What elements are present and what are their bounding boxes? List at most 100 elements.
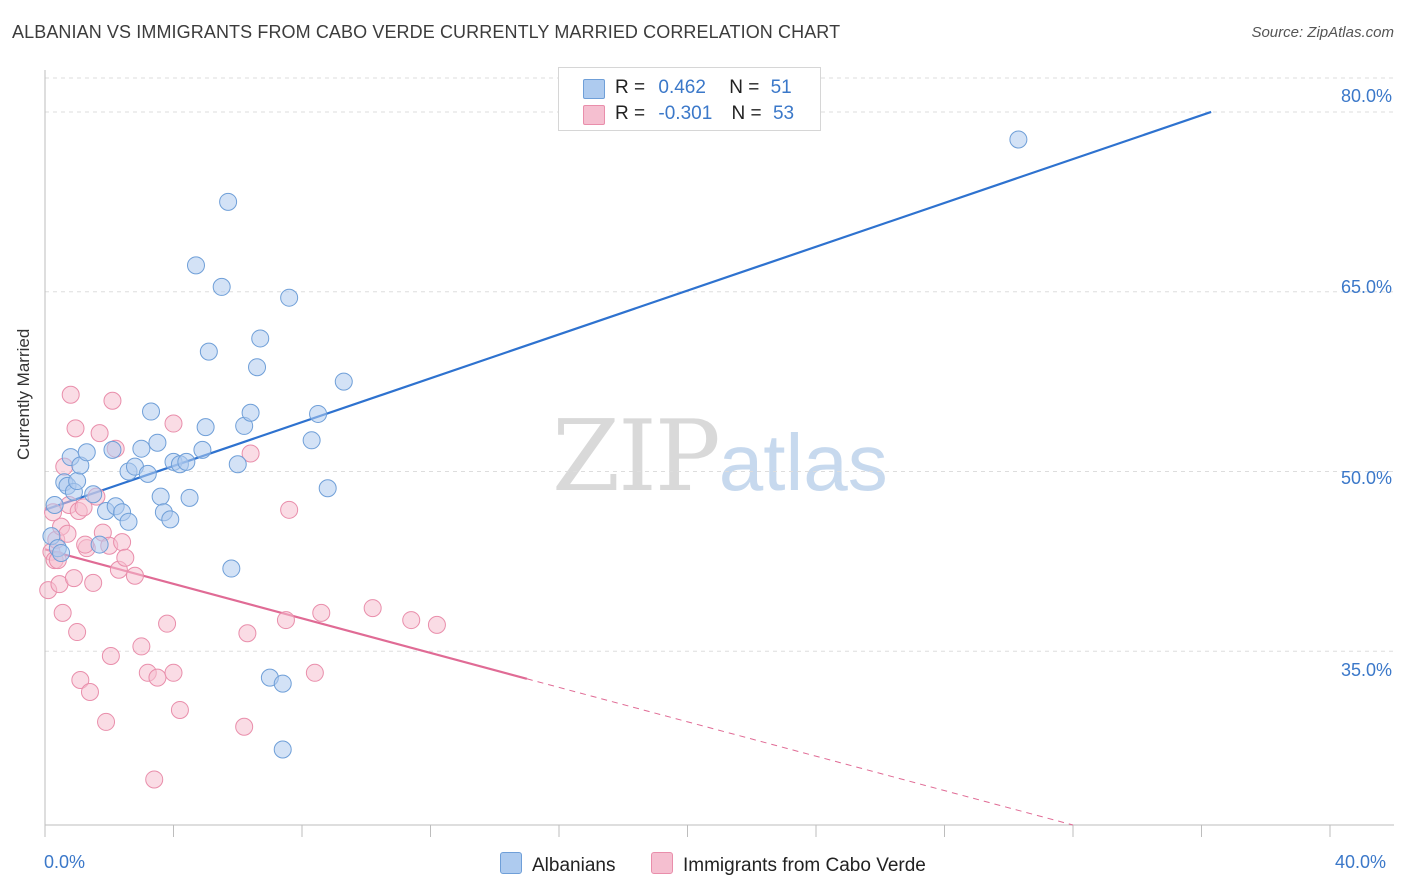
data-point-albanians [52, 543, 71, 562]
y-tick-label-80: 80.0% [1340, 86, 1392, 106]
legend-label-albanians: Albanians [532, 855, 616, 876]
data-point-albanians [273, 740, 292, 759]
data-point-albanians [222, 559, 241, 578]
legend-label-cabo-verde: Immigrants from Cabo Verde [683, 855, 926, 876]
data-point-cabo-verde [363, 599, 382, 618]
data-point-albanians [180, 488, 199, 507]
data-point-albanians [132, 439, 151, 458]
watermark-atlas: atlas [718, 418, 888, 507]
data-point-albanians [119, 512, 138, 531]
legend-item-albanians: Albanians [500, 852, 615, 877]
legend-r-value: 0.462 [658, 77, 706, 98]
data-point-cabo-verde [103, 391, 122, 410]
data-point-albanians [251, 329, 270, 348]
legend-r-label: R = [615, 77, 646, 98]
data-point-cabo-verde [170, 700, 189, 719]
legend-item-cabo-verde: Immigrants from Cabo Verde [651, 852, 926, 877]
data-point-albanians [45, 496, 64, 515]
y-tick-label-50: 50.0% [1340, 468, 1392, 488]
data-point-albanians [177, 452, 196, 471]
data-point-albanians [77, 443, 96, 462]
data-point-albanians [241, 403, 260, 422]
data-point-albanians [196, 418, 215, 437]
source-label: Source: ZipAtlas.com [1251, 24, 1394, 41]
legend-n-value: 53 [772, 103, 795, 124]
trend-line-cabo-verde-extension [526, 678, 1074, 826]
data-point-albanians [84, 485, 103, 504]
data-point-cabo-verde [116, 548, 135, 567]
x-tick-label-min: 0.0% [44, 852, 86, 872]
data-point-albanians [186, 256, 205, 275]
legend-n-label: N = [729, 77, 760, 98]
data-point-albanians [309, 404, 328, 423]
x-tick-label-max: 40.0% [1335, 852, 1387, 872]
watermark: ZIPatlas [552, 400, 888, 514]
axes [44, 70, 1394, 837]
data-point-albanians [334, 372, 353, 391]
data-point-cabo-verde [132, 637, 151, 656]
y-axis-label: Currently Married [14, 328, 33, 460]
data-point-albanians [103, 440, 122, 459]
grid-lines [45, 77, 1394, 652]
data-point-albanians [148, 433, 167, 452]
data-point-albanians [280, 288, 299, 307]
legend-n-label: N = [731, 103, 762, 124]
data-point-cabo-verde [66, 419, 85, 438]
data-point-albanians [199, 342, 218, 361]
data-point-cabo-verde [148, 668, 167, 687]
data-point-cabo-verde [241, 444, 260, 463]
data-point-albanians [302, 431, 321, 450]
data-points [39, 130, 1028, 789]
data-point-cabo-verde [90, 424, 109, 443]
data-point-cabo-verde [305, 663, 324, 682]
legend-r-label: R = [615, 103, 646, 124]
data-point-albanians [138, 464, 157, 483]
data-point-cabo-verde [164, 414, 183, 433]
data-point-albanians [273, 674, 292, 693]
data-point-cabo-verde [61, 385, 80, 404]
data-point-albanians [68, 472, 87, 491]
watermark-zip: ZIP [552, 400, 721, 514]
data-point-albanians [212, 277, 231, 296]
chart-title: ALBANIAN VS IMMIGRANTS FROM CABO VERDE C… [12, 22, 841, 42]
data-point-cabo-verde [235, 717, 254, 736]
data-point-cabo-verde [53, 603, 72, 622]
data-point-cabo-verde [68, 623, 87, 642]
data-point-albanians [248, 358, 267, 377]
data-point-cabo-verde [276, 611, 295, 630]
data-point-cabo-verde [312, 603, 331, 622]
data-point-cabo-verde [64, 569, 83, 588]
legend-swatch-blue [500, 852, 522, 874]
data-point-cabo-verde [238, 624, 257, 643]
legend-swatch-pink [583, 105, 605, 125]
trend-line-albanians [44, 110, 1212, 511]
y-tick-label-65: 65.0% [1340, 277, 1392, 297]
data-point-cabo-verde [58, 524, 77, 543]
data-point-cabo-verde [158, 614, 177, 633]
data-point-cabo-verde [84, 573, 103, 592]
y-tick-label-35: 35.0% [1340, 660, 1392, 680]
data-point-cabo-verde [280, 500, 299, 519]
data-point-cabo-verde [74, 498, 93, 517]
data-point-albanians [142, 402, 161, 421]
legend-r-value: -0.301 [658, 103, 713, 124]
data-point-cabo-verde [71, 670, 90, 689]
data-point-albanians [318, 479, 337, 498]
legend-swatch-blue [583, 79, 605, 99]
data-point-cabo-verde [125, 566, 144, 585]
data-point-cabo-verde [97, 712, 116, 731]
legend-n-value: 51 [770, 77, 792, 98]
trend-lines [44, 110, 1212, 826]
data-point-albanians [193, 440, 212, 459]
data-point-cabo-verde [101, 647, 120, 666]
data-point-cabo-verde [427, 615, 446, 634]
data-point-cabo-verde [80, 682, 99, 701]
data-point-albanians [161, 510, 180, 529]
data-point-cabo-verde [113, 533, 132, 552]
data-point-albanians [228, 455, 247, 474]
data-point-albanians [219, 192, 238, 211]
data-point-cabo-verde [402, 611, 421, 630]
data-point-albanians [90, 535, 109, 554]
correlation-legend: R = 0.462 N = 51 R = -0.301 N = 53 [558, 67, 821, 131]
